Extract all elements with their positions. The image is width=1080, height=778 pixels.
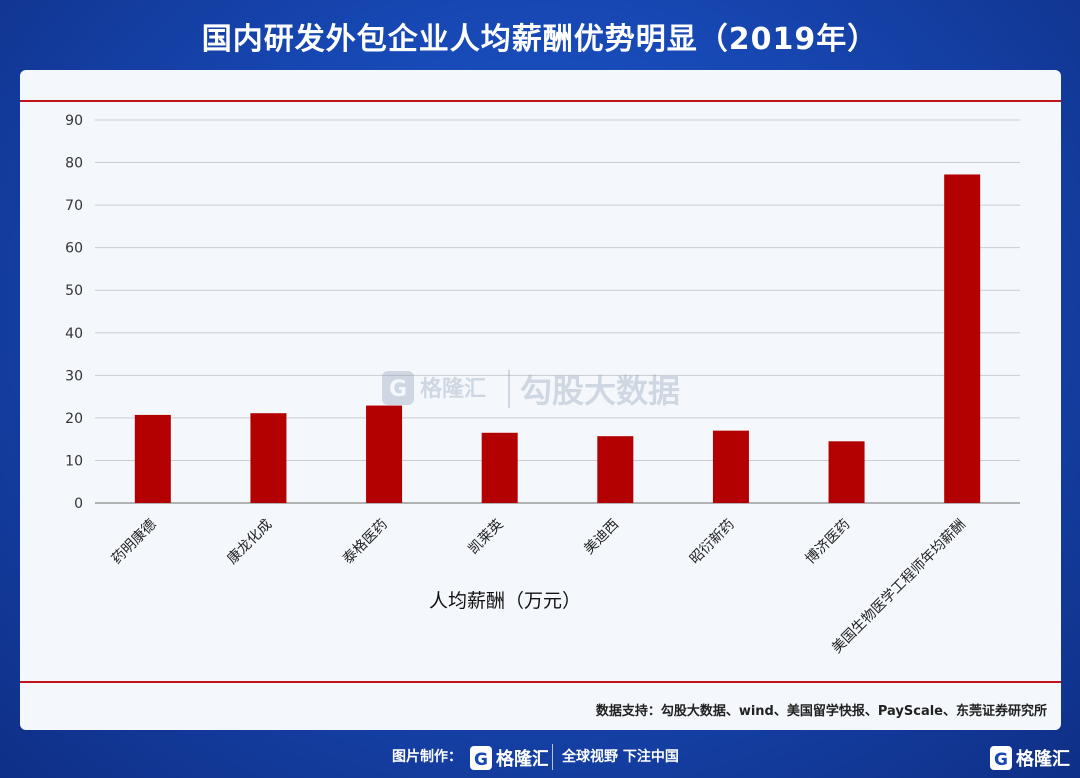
bar-6 xyxy=(828,441,865,503)
page-title: 国内研发外包企业人均薪酬优势明显（2019年） xyxy=(201,22,879,57)
y-tick-label: 70 xyxy=(65,198,83,214)
footer: 图片制作： G 格隆汇 全球视野 下注中国 G 格隆汇 xyxy=(0,740,1080,778)
x-tick-label: 美国生物医学工程师年均薪酬 xyxy=(829,517,969,657)
bar-3 xyxy=(481,432,518,503)
x-tick-label: 药明康德 xyxy=(108,516,160,568)
made-by-label: 图片制作： xyxy=(392,749,462,765)
watermark-text: 勾股大数据 xyxy=(520,372,680,410)
y-tick-label: 30 xyxy=(65,368,83,384)
source-note: 数据支持：勾股大数据、wind、美国留学快报、PayScale、东莞证券研究所 xyxy=(595,704,1047,719)
y-axis-ticks: 0 10 20 30 40 50 60 70 80 90 xyxy=(65,113,83,512)
slogan: 全球视野 下注中国 xyxy=(562,749,679,765)
y-tick-label: 90 xyxy=(65,113,83,129)
footer-divider xyxy=(552,744,553,770)
y-tick-label: 60 xyxy=(65,241,83,257)
gridlines xyxy=(95,119,1020,504)
bar-5 xyxy=(712,430,749,503)
bar-7 xyxy=(944,174,981,503)
bar-1 xyxy=(250,413,287,503)
bar-chart: 0 10 20 30 40 50 60 70 80 90 G 格隆汇 勾股大数据 药明康德 康龙化成… xyxy=(65,113,1020,657)
y-tick-label: 50 xyxy=(65,283,83,299)
y-tick-label: 10 xyxy=(65,453,83,469)
y-tick-label: 20 xyxy=(65,411,83,427)
x-tick-label: 昭衍新药 xyxy=(687,517,738,568)
corner-logo-icon xyxy=(990,746,1012,770)
bar-2 xyxy=(366,405,403,503)
x-tick-label: 博济医药 xyxy=(802,516,854,568)
bar-4 xyxy=(597,436,634,503)
x-tick-label: 凯莱英 xyxy=(465,516,507,558)
svg-text:G: G xyxy=(994,750,1008,770)
brand-name: 格隆汇 xyxy=(496,748,548,770)
y-tick-label: 40 xyxy=(65,326,83,342)
corner-brand-name: 格隆汇 xyxy=(1016,748,1070,770)
brand-logo: G 格隆汇 xyxy=(470,746,548,770)
bottom-rule xyxy=(20,681,1061,683)
watermark-logo-icon xyxy=(382,371,414,405)
bar-0 xyxy=(134,414,171,503)
svg-text:G: G xyxy=(474,750,488,770)
x-tick-label: 泰格医药 xyxy=(340,517,391,568)
y-tick-label: 80 xyxy=(65,156,83,172)
bars xyxy=(134,174,981,503)
x-tick-label: 美迪西 xyxy=(581,517,622,558)
x-axis-title: 人均薪酬（万元） xyxy=(429,590,581,612)
corner-brand-logo: G 格隆汇 xyxy=(990,746,1070,770)
y-tick-label: 0 xyxy=(74,496,83,512)
x-tick-label: 康龙化成 xyxy=(224,516,276,568)
brand-logo-icon xyxy=(470,746,492,770)
svg-text:G: G xyxy=(389,377,407,402)
top-rule xyxy=(20,100,1061,102)
watermark: G 格隆汇 勾股大数据 xyxy=(382,370,680,410)
watermark-brand: 格隆汇 xyxy=(420,376,486,402)
chart-panel xyxy=(20,70,1061,730)
